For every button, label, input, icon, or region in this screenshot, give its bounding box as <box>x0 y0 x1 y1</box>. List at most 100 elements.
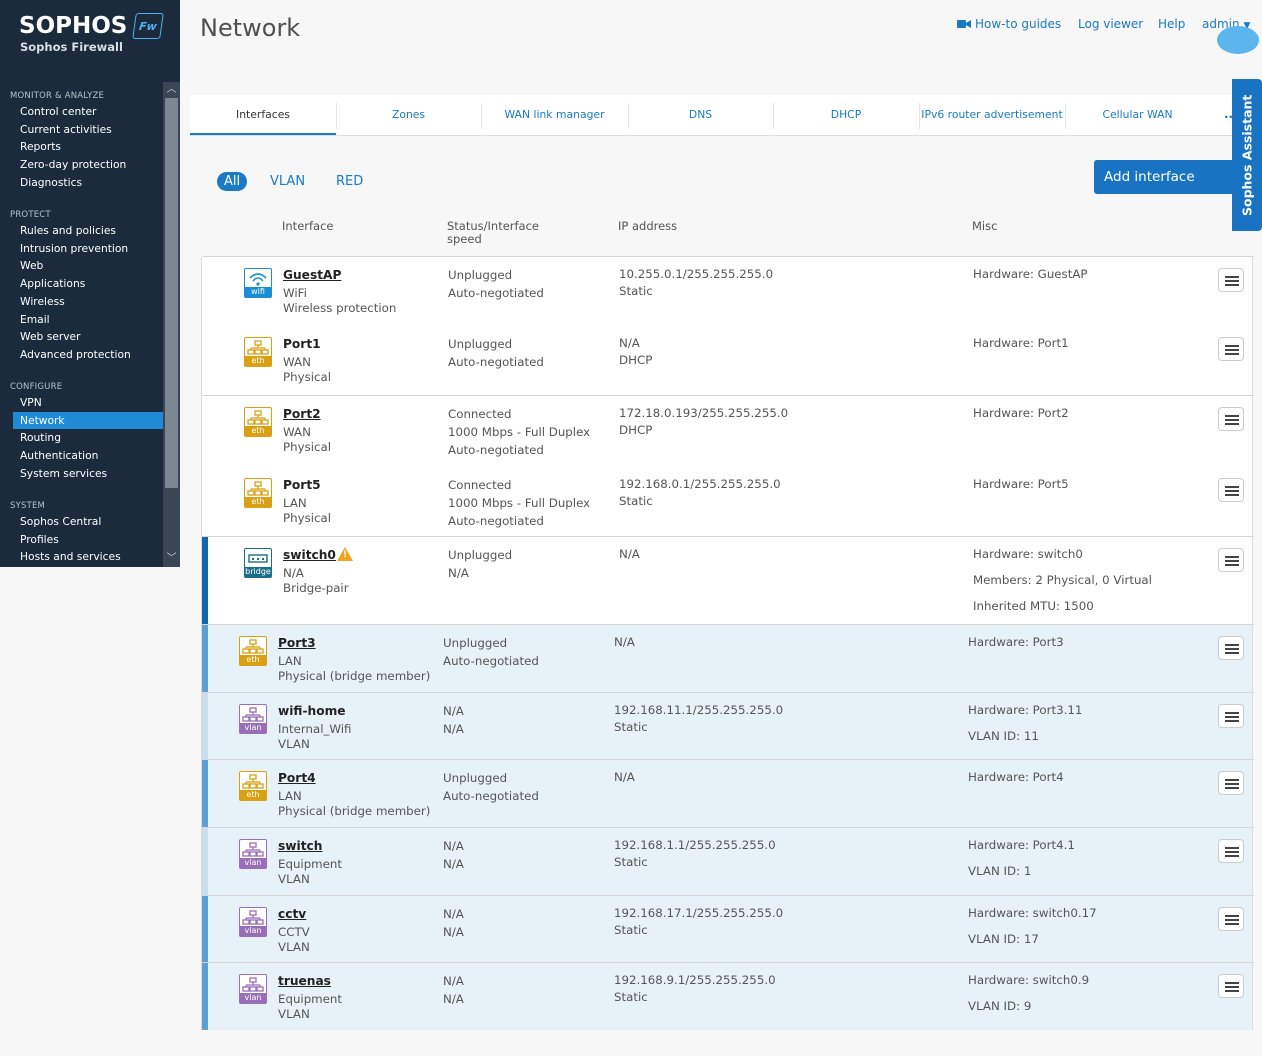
row-menu-button[interactable] <box>1218 478 1244 502</box>
tab-divider <box>628 103 629 129</box>
nav-section-title: MONITOR & ANALYZE <box>10 91 105 101</box>
sidebar-item-email[interactable]: Email <box>20 312 50 326</box>
sidebar-item-zero-day-protection[interactable]: Zero-day protection <box>20 158 127 172</box>
sidebar-item-applications[interactable]: Applications <box>20 277 86 291</box>
sidebar-item-reports[interactable]: Reports <box>20 140 61 154</box>
interface-name-link[interactable]: switch0 <box>283 548 336 562</box>
row-menu-button[interactable] <box>1218 636 1244 660</box>
sidebar-item-routing[interactable]: Routing <box>20 431 61 445</box>
sidebar-scroll-thumb[interactable] <box>165 98 178 488</box>
filter-vlan[interactable]: VLAN <box>270 174 306 189</box>
sidebar-item-authentication[interactable]: Authentication <box>20 449 99 463</box>
tab-divider <box>1065 103 1066 129</box>
interface-cell: cctv CCTV VLAN <box>278 906 310 955</box>
sidebar-item-current-activities[interactable]: Current activities <box>20 122 112 136</box>
sidebar-item-sophos-central[interactable]: Sophos Central <box>20 515 102 528</box>
ip-assignment: Static <box>614 720 648 734</box>
interface-name-link[interactable]: Port4 <box>278 771 316 785</box>
vlan-icon: vlan <box>239 974 267 1004</box>
interface-name-link[interactable]: truenas <box>278 974 331 988</box>
misc-text: Hardware: Port3.11 <box>968 703 1083 717</box>
misc-cell: Hardware: Port2 <box>973 405 1069 431</box>
sidebar-item-vpn[interactable]: VPN <box>20 396 42 409</box>
misc-text: Hardware: Port2 <box>973 406 1069 420</box>
fw-badge-icon: Fw <box>132 13 164 39</box>
sidebar-item-wireless[interactable]: Wireless <box>20 294 65 308</box>
vlan-icon: vlan <box>239 907 267 937</box>
ip-address: 192.168.9.1/255.255.255.0 <box>614 973 776 987</box>
vlan-glyph-icon <box>242 977 264 992</box>
product-name: Sophos Firewall <box>20 40 123 54</box>
misc-cell: Hardware: GuestAP <box>973 266 1088 292</box>
misc-text: Hardware: switch0 <box>973 547 1083 561</box>
tab-interfaces[interactable]: Interfaces <box>190 95 336 135</box>
ip-address: 192.168.0.1/255.255.255.0 <box>619 477 781 491</box>
row-menu-button[interactable] <box>1218 907 1244 931</box>
sidebar-item-profiles[interactable]: Profiles <box>20 532 59 546</box>
interface-name-link[interactable]: wifi-home <box>278 704 346 718</box>
row-menu-button[interactable] <box>1218 337 1244 361</box>
ip-assignment: Static <box>619 494 653 508</box>
sidebar-item-rules-and-policies[interactable]: Rules and policies <box>20 224 116 237</box>
row-divider <box>202 395 1254 396</box>
sidebar-item-advanced-protection[interactable]: Advanced protection <box>20 347 131 361</box>
filter-red[interactable]: RED <box>336 174 364 189</box>
sophos-assistant-tab[interactable]: Sophos Assistant <box>1232 79 1262 231</box>
ip-cell: 10.255.0.1/255.255.255.0 Static <box>619 266 773 300</box>
ip-cell: 192.168.11.1/255.255.255.0 Static <box>614 702 783 736</box>
interface-name-link[interactable]: switch <box>278 839 323 853</box>
misc-text: VLAN ID: 17 <box>968 932 1039 946</box>
interface-name-link[interactable]: cctv <box>278 907 307 921</box>
interface-kind: Physical <box>283 440 331 454</box>
sidebar-item-system-services[interactable]: System services <box>20 466 108 480</box>
col-header-ip[interactable]: IP address <box>618 219 678 233</box>
howto-guides-link[interactable]: How-to guides <box>975 17 1062 31</box>
row-menu-button[interactable] <box>1218 407 1244 431</box>
row-menu-button[interactable] <box>1218 839 1244 863</box>
misc-cell: Hardware: Port1 <box>973 335 1069 361</box>
col-header-misc[interactable]: Misc <box>972 219 998 233</box>
row-menu-button[interactable] <box>1218 974 1244 998</box>
sidebar-item-intrusion-prevention[interactable]: Intrusion prevention <box>20 241 129 255</box>
tab-cellular-wan[interactable]: Cellular WAN <box>1102 108 1173 121</box>
status-text: N/A <box>443 925 464 939</box>
help-link[interactable]: Help <box>1158 17 1186 31</box>
col-header-interface[interactable]: Interface <box>282 219 334 233</box>
sidebar-item-hosts-and-services[interactable]: Hosts and services <box>20 550 121 564</box>
status-text: Auto-negotiated <box>448 286 544 300</box>
add-interface-button[interactable]: Add interface <box>1094 160 1239 194</box>
status-text: Unplugged <box>448 548 513 562</box>
interface-name-link[interactable]: Port3 <box>278 636 316 650</box>
row-accent-bar <box>202 963 208 1030</box>
sidebar-item-control-center[interactable]: Control center <box>20 105 97 118</box>
sidebar-item-web-server[interactable]: Web server <box>20 330 81 344</box>
sidebar-item-diagnostics[interactable]: Diagnostics <box>20 175 83 189</box>
interface-row: eth Port4 LAN Physical (bridge member) Unplu… <box>201 759 1254 828</box>
row-menu-button[interactable] <box>1218 548 1244 572</box>
row-menu-button[interactable] <box>1218 268 1244 292</box>
interface-name-link[interactable]: Port5 <box>283 478 321 492</box>
tab-dns[interactable]: DNS <box>688 108 713 121</box>
filter-all[interactable]: All <box>217 172 248 191</box>
row-menu-button[interactable] <box>1218 771 1244 795</box>
col-header-status[interactable]: Status/Interface speed <box>447 219 540 246</box>
interface-name-link[interactable]: Port2 <box>283 407 321 421</box>
sidebar-item-network[interactable]: Network <box>13 411 163 429</box>
row-menu-button[interactable] <box>1218 704 1244 728</box>
more-tabs-icon[interactable]: ·· <box>1224 110 1234 124</box>
tab-dhcp[interactable]: DHCP <box>830 108 862 121</box>
hamburger-icon-line <box>1225 345 1239 347</box>
interface-name-link[interactable]: Port1 <box>283 337 321 351</box>
scroll-up-icon[interactable]: ︿ <box>166 84 177 95</box>
interface-name-link[interactable]: GuestAP <box>283 268 342 282</box>
misc-text: VLAN ID: 9 <box>968 999 1032 1013</box>
icon-type-label: vlan <box>240 723 266 733</box>
log-viewer-link[interactable]: Log viewer <box>1078 17 1144 31</box>
hamburger-icon-line <box>1225 423 1239 425</box>
tab-zones[interactable]: Zones <box>391 108 426 121</box>
tab-wan-link-manager[interactable]: WAN link manager <box>504 108 605 121</box>
sidebar-item-web[interactable]: Web <box>20 259 44 273</box>
scroll-down-icon[interactable]: ﹀ <box>166 553 177 564</box>
tab-ipv6-router-advertisement[interactable]: IPv6 router advertisement <box>921 108 1063 121</box>
nav-section-title: PROTECT <box>10 210 51 220</box>
